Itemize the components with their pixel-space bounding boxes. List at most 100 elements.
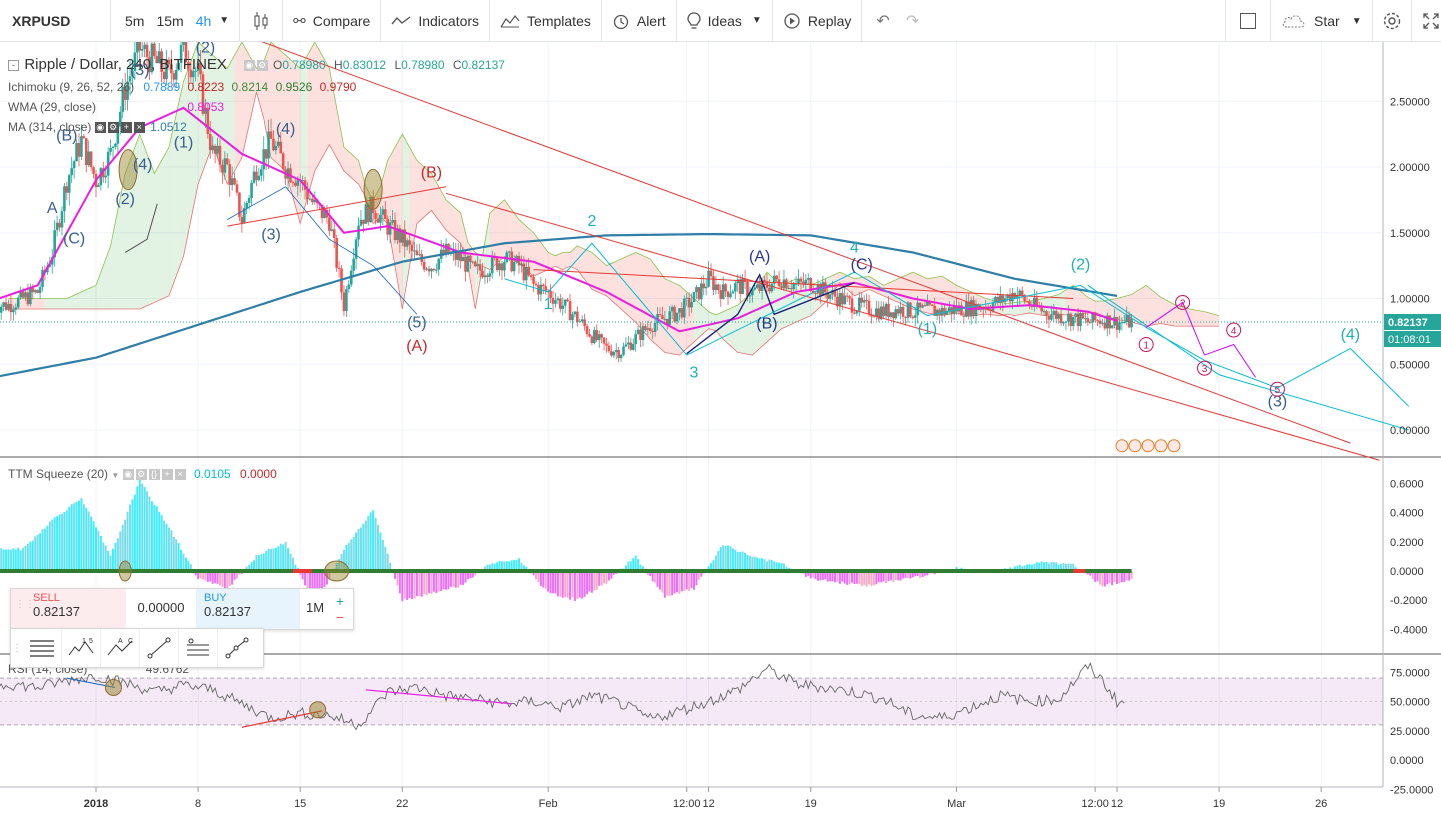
candle-body — [1103, 322, 1107, 329]
ttm-tick: 0.0000 — [1390, 566, 1424, 578]
timeframe-dropdown[interactable]: ▼ — [215, 0, 239, 42]
fullscreen-square-button[interactable] — [1226, 0, 1270, 42]
candle-body — [136, 42, 139, 53]
indicator-lines — [0, 106, 1118, 378]
chevron-down-icon[interactable]: ▼ — [111, 471, 120, 480]
rsi-tick: 0.0000 — [1390, 755, 1424, 767]
ttm-bar — [724, 545, 727, 571]
plus-icon[interactable]: + — [335, 593, 345, 609]
close-icon[interactable]: × — [133, 122, 145, 134]
trend-line-button[interactable] — [140, 629, 179, 667]
quantity-field[interactable]: 1M — [305, 600, 325, 615]
candle-body — [1130, 318, 1133, 328]
candle-body — [1096, 320, 1099, 322]
candle-body — [731, 291, 735, 294]
ttm-bar — [77, 500, 80, 571]
ttm-bar — [921, 571, 924, 578]
candle-body — [0, 306, 3, 313]
candle-body — [1118, 322, 1121, 330]
candle-body — [294, 182, 297, 186]
replay-button[interactable]: Replay — [773, 0, 862, 42]
cloud-segment — [1095, 301, 1103, 316]
symbol-search[interactable]: XRPUSD — [12, 12, 71, 29]
candle-body — [512, 261, 516, 272]
plus-icon[interactable]: + — [161, 469, 173, 481]
price-tick: 1.50000 — [1390, 228, 1430, 240]
undo-button[interactable]: ↶ — [862, 0, 897, 42]
ttm-bar — [457, 571, 460, 588]
divider — [1410, 0, 1412, 42]
settings-icon[interactable]: ⚙ — [135, 469, 147, 481]
candle-body — [772, 275, 776, 284]
candle-body — [21, 290, 25, 298]
candle-body — [364, 204, 368, 224]
settings-icon[interactable]: ⚙ — [107, 122, 119, 134]
ttm-bar — [860, 571, 863, 587]
candle-body — [247, 198, 251, 203]
candle-body — [678, 308, 681, 313]
candle-body — [748, 295, 752, 297]
cloud-segment — [1051, 294, 1059, 315]
candle-body — [174, 69, 178, 80]
ttm-bar — [204, 571, 207, 581]
fib-channel-button[interactable] — [179, 629, 218, 667]
ttm-bar — [141, 483, 144, 571]
close-icon[interactable]: × — [174, 469, 186, 481]
source-icon[interactable]: {} — [148, 469, 160, 481]
timeframe-15m[interactable]: 15m — [156, 12, 184, 29]
chart-area[interactable]: (2) (3) (B) (4) (2) (1) (4) (3) (5) (A) (B) A (C) 2 1 3… — [0, 42, 1441, 817]
candle-body — [865, 300, 868, 302]
redo-button[interactable]: ↷ — [898, 0, 927, 42]
timeframe-5m[interactable]: 5m — [125, 12, 145, 29]
cloud-segment — [387, 147, 396, 267]
event-marker — [1154, 439, 1168, 453]
fib-tool-button[interactable] — [23, 629, 62, 667]
candle-body — [923, 305, 927, 307]
eye-icon[interactable]: ◉ — [243, 60, 255, 72]
settings-icon[interactable]: ⚙ — [256, 60, 268, 72]
ideas-button[interactable]: Ideas ▼ — [677, 0, 772, 42]
drag-handle-icon[interactable]: ⋮⋮ — [15, 599, 35, 610]
ttm-bar — [282, 544, 285, 571]
legend-collapse-icon[interactable]: - — [8, 60, 19, 72]
ttm-bar — [809, 571, 812, 579]
settings-button[interactable] — [1373, 0, 1411, 42]
candle-body — [593, 330, 596, 343]
cloud-segment — [518, 219, 527, 270]
templates-button[interactable]: Templates — [490, 0, 601, 42]
ttm-bar — [1052, 562, 1055, 571]
candle-body — [520, 263, 523, 266]
eye-icon[interactable]: ◉ — [122, 469, 134, 481]
star-button[interactable]: Star ▼ — [1271, 0, 1372, 42]
ttm-bar — [868, 571, 871, 585]
minus-icon[interactable]: − — [335, 609, 345, 625]
candle-body — [943, 308, 946, 315]
ttm-bar — [1040, 561, 1043, 571]
candle-body — [913, 315, 917, 318]
indicators-button[interactable]: Indicators — [381, 0, 489, 42]
eye-icon[interactable]: ◉ — [94, 122, 106, 134]
ttm-bar — [717, 550, 720, 571]
buy-button[interactable]: BUY 0.82137 — [196, 589, 300, 629]
path-tool-button[interactable] — [218, 629, 256, 667]
ttm-bar — [165, 523, 168, 571]
compare-button[interactable]: ⚯ Compare — [283, 0, 380, 42]
candle-body — [225, 158, 229, 165]
candle-body — [119, 111, 122, 127]
drag-handle-icon[interactable]: ⋮ — [12, 642, 22, 654]
ttm-bar — [413, 571, 416, 599]
ttm-bar — [637, 559, 640, 571]
ichimoku-legend: Ichimoku (9, 26, 52, 26) 0.7889 0.8223 0… — [8, 80, 356, 94]
sell-button[interactable]: ⋮⋮ SELL 0.82137 — [11, 589, 126, 629]
cloud-segment — [555, 252, 563, 270]
alert-button[interactable]: Alert — [602, 0, 676, 42]
expand-button[interactable] — [1412, 0, 1441, 42]
timeframe-4h[interactable]: 4h — [195, 12, 212, 29]
plus-icon[interactable]: + — [120, 122, 132, 134]
candle-body — [612, 352, 616, 356]
candle-body — [918, 302, 922, 308]
chart-type-button[interactable] — [240, 0, 282, 42]
wave-path — [124, 203, 158, 253]
